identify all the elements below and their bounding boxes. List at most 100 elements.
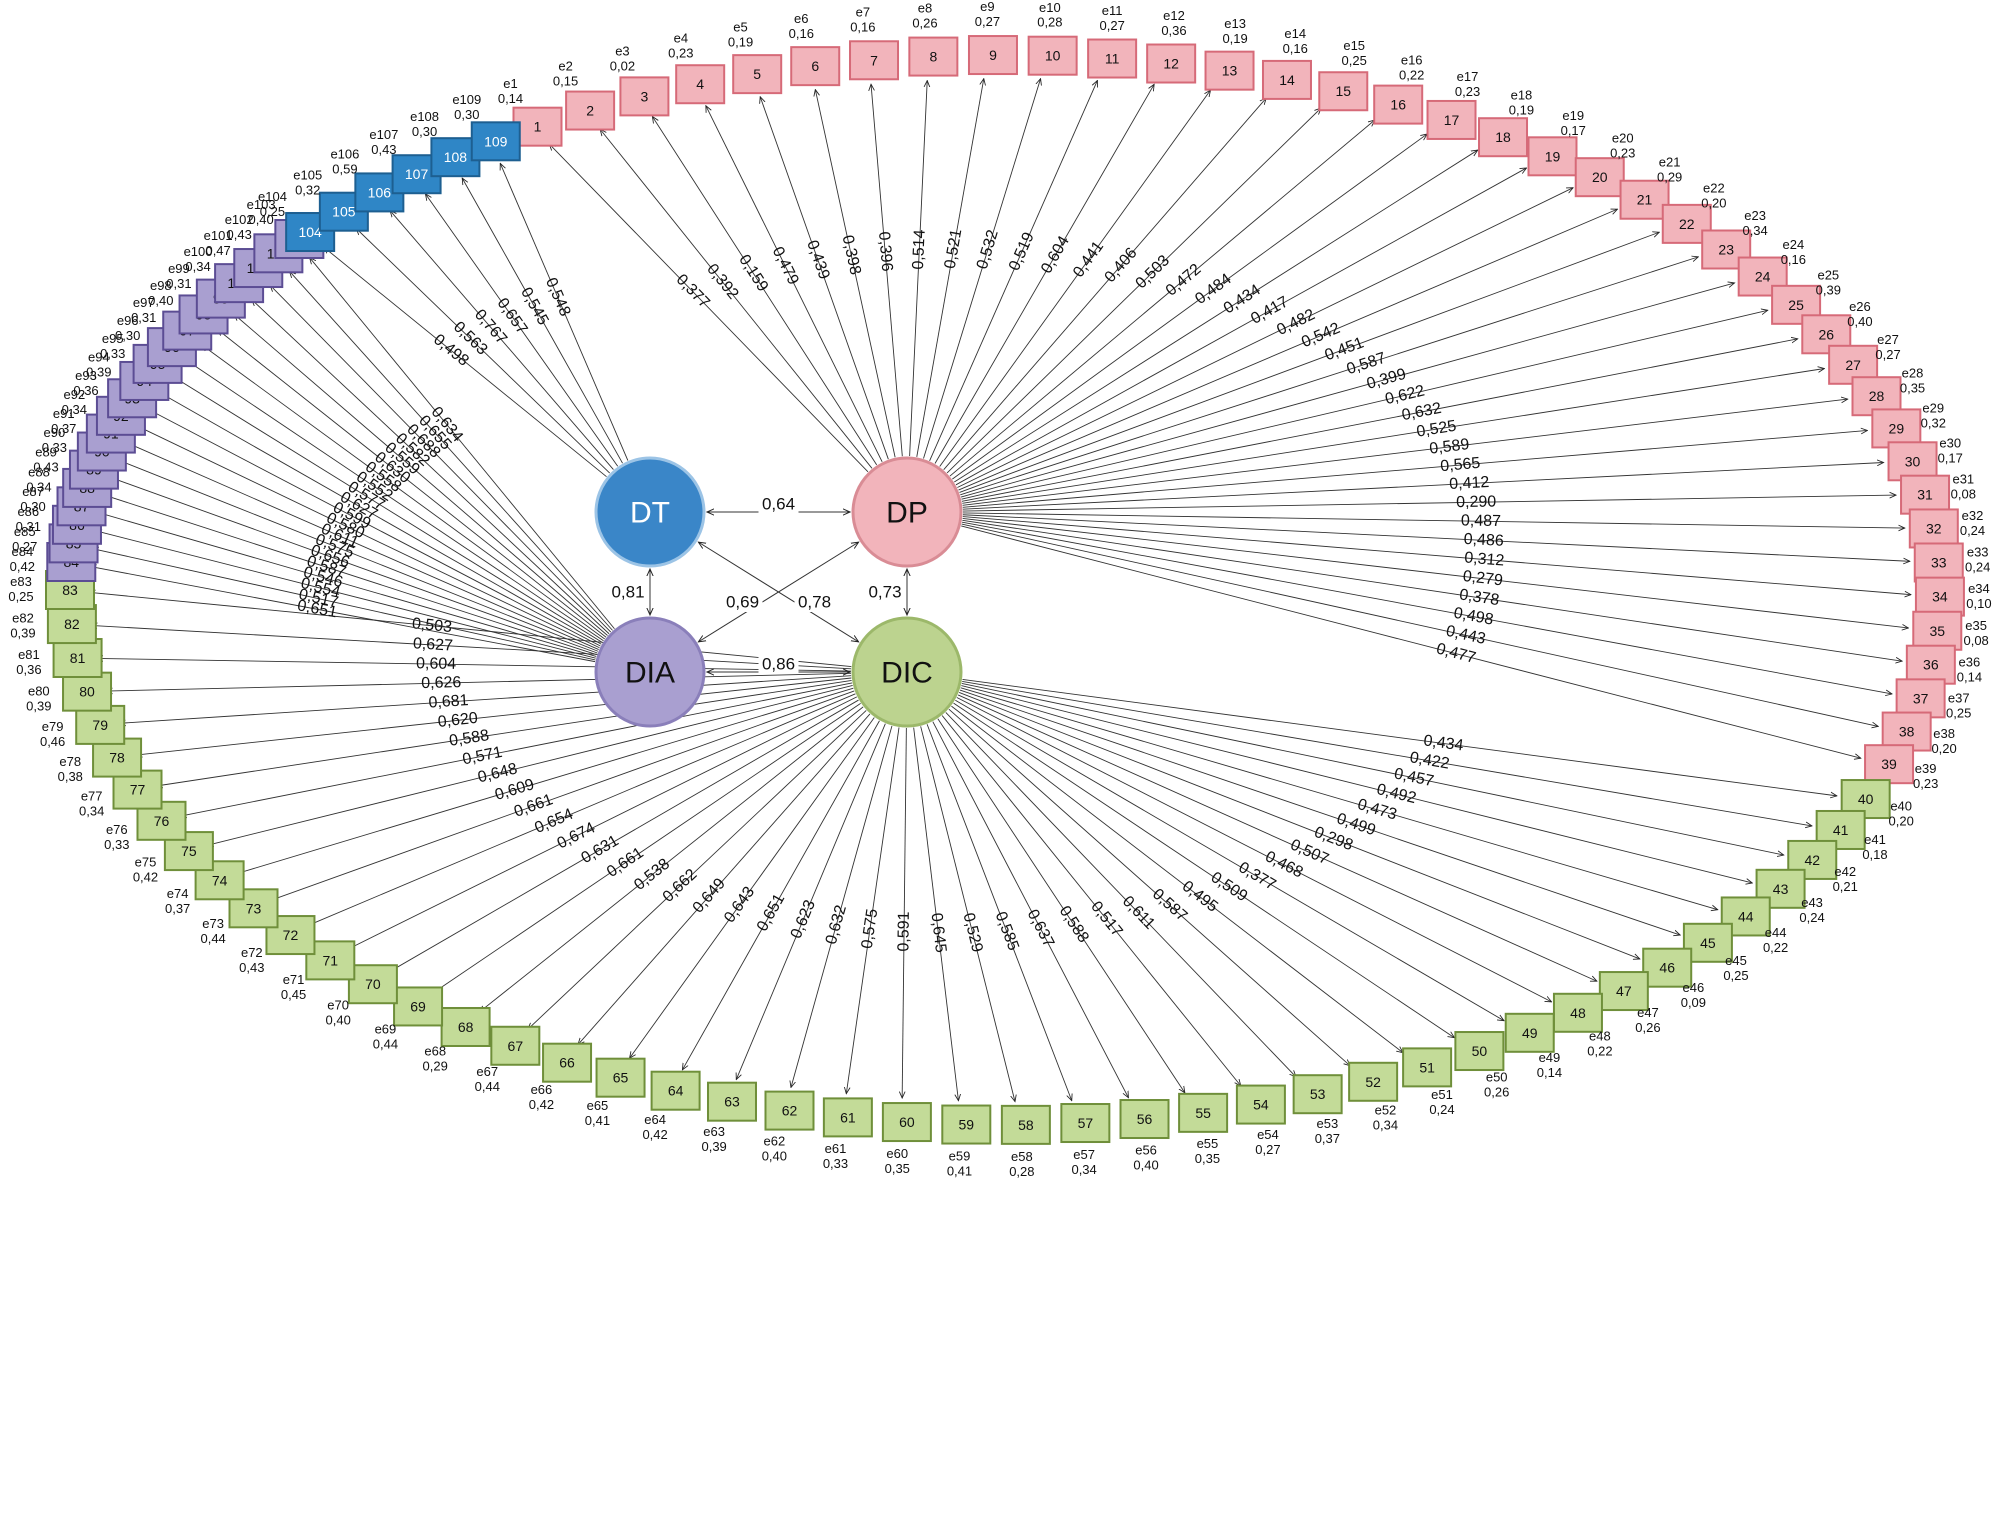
loading-path-1 xyxy=(549,144,869,473)
loading-label-5: 0,439 xyxy=(803,238,832,282)
r-squared-30: 0,17 xyxy=(1938,451,1963,466)
error-term-38: e38 xyxy=(1933,726,1955,741)
loading-path-35 xyxy=(962,517,1909,628)
r-squared-46: 0,09 xyxy=(1681,995,1706,1010)
loading-label-31: 0,290 xyxy=(1456,493,1496,511)
indicator-number-61: 61 xyxy=(840,1109,856,1125)
loading-path-32 xyxy=(962,512,1905,528)
error-term-12: e12 xyxy=(1163,8,1185,23)
r-squared-18: 0,19 xyxy=(1509,102,1534,117)
indicator-number-18: 18 xyxy=(1495,129,1511,145)
factor-circle-dia xyxy=(594,616,706,728)
loading-path-9 xyxy=(916,79,984,457)
indicator-number-67: 67 xyxy=(508,1038,524,1054)
r-squared-7: 0,16 xyxy=(850,20,875,35)
loading-path-79 xyxy=(119,675,852,724)
loading-label-60: 0,591 xyxy=(895,911,912,951)
indicator-number-109: 109 xyxy=(484,133,508,149)
loading-path-53 xyxy=(945,712,1296,1077)
indicator-number-37: 37 xyxy=(1913,690,1929,706)
indicator-number-15: 15 xyxy=(1335,83,1351,99)
error-term-22: e22 xyxy=(1703,181,1725,196)
indicator-number-2: 2 xyxy=(586,103,594,119)
loading-label-11: 0,519 xyxy=(1006,230,1038,274)
loading-path-22 xyxy=(959,232,1659,493)
error-term-43: e43 xyxy=(1801,895,1823,910)
error-term-18: e18 xyxy=(1511,87,1533,102)
error-term-39: e39 xyxy=(1915,761,1937,776)
indicator-number-29: 29 xyxy=(1889,420,1905,436)
loading-path-60 xyxy=(902,727,907,1098)
r-squared-44: 0,22 xyxy=(1763,940,1788,955)
indicator-box-4 xyxy=(675,64,726,105)
indicator-number-80: 80 xyxy=(79,684,95,700)
indicator-number-28: 28 xyxy=(1869,388,1885,404)
error-term-27: e27 xyxy=(1877,332,1899,347)
indicator-number-36: 36 xyxy=(1923,657,1939,673)
r-squared-16: 0,22 xyxy=(1399,67,1424,82)
error-term-14: e14 xyxy=(1284,26,1306,41)
indicator-number-64: 64 xyxy=(668,1083,684,1099)
loading-path-75 xyxy=(207,685,853,845)
error-term-73: e73 xyxy=(202,916,224,931)
indicator-box-80 xyxy=(62,671,113,712)
indicator-number-24: 24 xyxy=(1755,269,1771,285)
r-squared-23: 0,34 xyxy=(1742,223,1767,238)
error-term-77: e77 xyxy=(81,789,103,804)
error-term-46: e46 xyxy=(1683,980,1705,995)
r-squared-95: 0,33 xyxy=(100,346,125,361)
loading-path-91 xyxy=(128,443,599,650)
r-squared-52: 0,34 xyxy=(1373,1118,1398,1133)
error-term-68: e68 xyxy=(424,1044,446,1059)
indicator-box-70 xyxy=(347,964,398,1005)
error-term-95: e95 xyxy=(102,331,124,346)
loading-path-46 xyxy=(958,691,1640,959)
r-squared-36: 0,14 xyxy=(1957,669,1982,684)
r-squared-67: 0,44 xyxy=(475,1079,500,1094)
factor-label-dp: DP xyxy=(886,497,928,530)
indicator-number-9: 9 xyxy=(989,47,997,63)
loading-path-55 xyxy=(937,718,1185,1093)
indicator-number-22: 22 xyxy=(1679,216,1695,232)
error-term-89: e89 xyxy=(35,445,57,460)
loading-path-73 xyxy=(271,690,855,900)
indicator-number-7: 7 xyxy=(870,52,878,68)
loading-path-2 xyxy=(600,129,873,469)
indicator-1: 1 e10,14 xyxy=(498,76,563,147)
loading-path-18 xyxy=(954,150,1477,483)
loading-label-77: 0,588 xyxy=(448,727,490,750)
loading-label-4: 0,479 xyxy=(769,244,802,288)
factor-circle-dic xyxy=(851,616,963,728)
loading-label-61: 0,575 xyxy=(859,908,882,950)
loading-path-56 xyxy=(932,721,1129,1098)
loading-path-26 xyxy=(961,339,1798,502)
indicator-7: 7 e70,16 xyxy=(849,5,900,81)
error-term-65: e65 xyxy=(587,1098,609,1113)
error-term-59: e59 xyxy=(949,1149,971,1164)
correlation-label-bg xyxy=(758,654,799,674)
r-squared-97: 0,31 xyxy=(131,310,156,325)
r-squared-92: 0,34 xyxy=(62,402,87,417)
r-squared-76: 0,33 xyxy=(104,837,129,852)
loading-path-87 xyxy=(100,513,597,657)
r-squared-98: 0,40 xyxy=(148,293,173,308)
loading-path-41 xyxy=(962,680,1812,826)
r-squared-107: 0,43 xyxy=(371,142,396,157)
r-squared-14: 0,16 xyxy=(1283,41,1308,56)
indicator-number-50: 50 xyxy=(1472,1043,1488,1059)
loading-path-96 xyxy=(187,361,604,642)
correlation-label-DP-DIA: 0,69 xyxy=(726,593,759,612)
r-squared-105: 0,32 xyxy=(295,182,320,197)
loading-label-62: 0,632 xyxy=(823,903,850,946)
indicator-box-50 xyxy=(1454,1031,1505,1072)
